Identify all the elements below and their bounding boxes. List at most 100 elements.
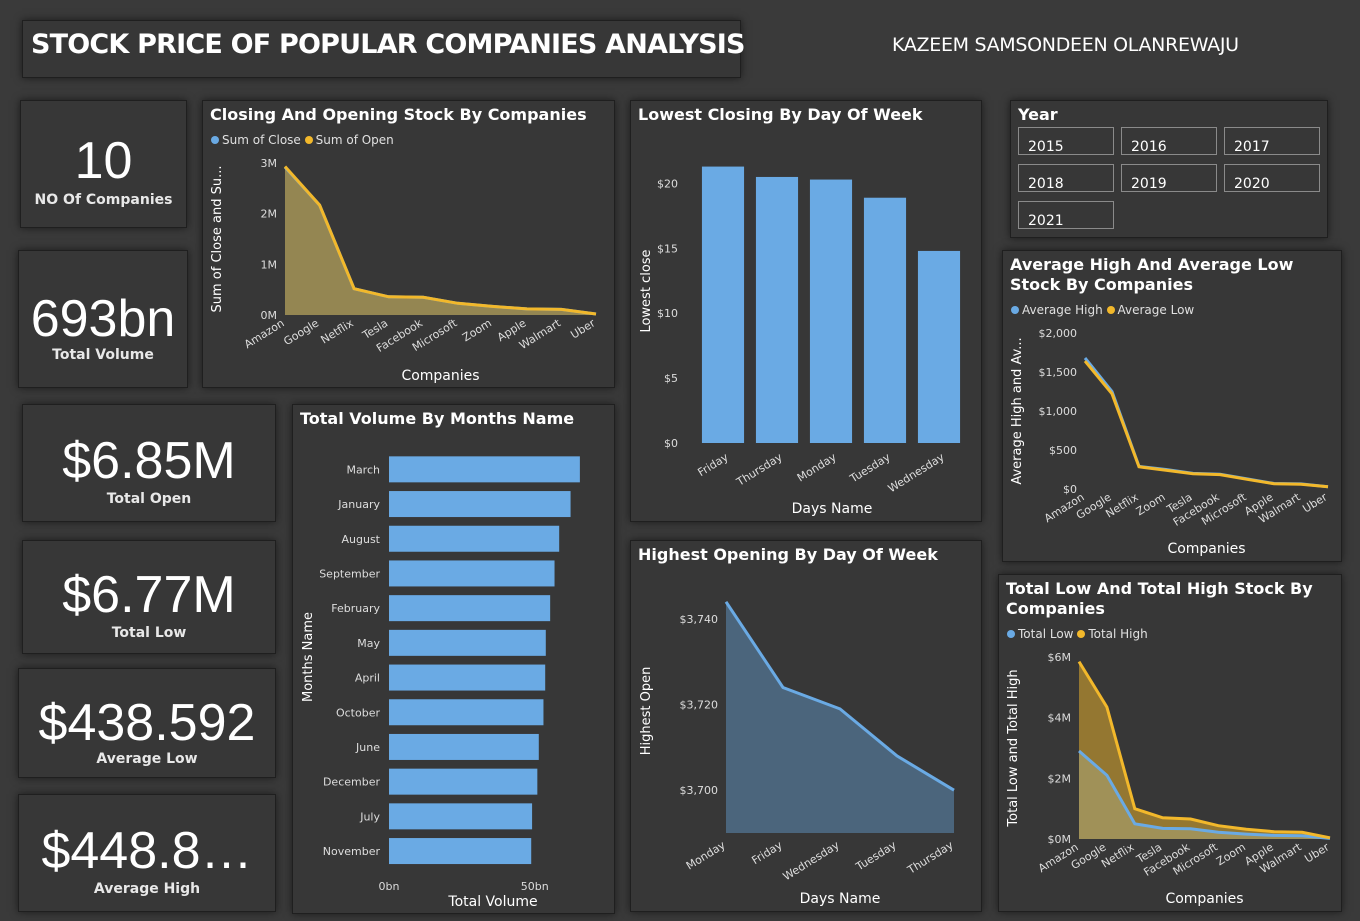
y-tick-label: March xyxy=(346,463,380,476)
bar xyxy=(389,525,560,552)
y-axis-title: Sum of Close and Su... xyxy=(210,166,225,313)
x-tick-label: Friday xyxy=(695,450,731,479)
x-tick-label: 50bn xyxy=(521,880,549,893)
bar xyxy=(701,166,745,443)
chart-title: Closing And Opening Stock By Companies xyxy=(210,105,587,124)
x-tick-label: Wednesday xyxy=(781,838,842,883)
legend-dot-icon xyxy=(1007,630,1015,638)
y-tick-label: $10 xyxy=(657,307,678,320)
year-option-2019[interactable]: 2019 xyxy=(1121,164,1217,192)
legend-dot-icon xyxy=(1077,630,1086,638)
y-axis-title: Lowest close xyxy=(639,249,654,332)
x-tick-label: Zoom xyxy=(1134,491,1168,519)
slicer-title: Year xyxy=(1018,105,1058,124)
y-tick-label: April xyxy=(355,672,380,685)
x-tick-label: Thursday xyxy=(733,450,785,489)
y-tick-label: $2,000 xyxy=(1039,327,1078,340)
y-tick-label: $500 xyxy=(1049,444,1077,457)
chart-volume-months-panel: Total Volume By Months Name March January… xyxy=(292,404,615,914)
year-option-2015[interactable]: 2015 xyxy=(1018,127,1114,155)
kpi-value: 10 xyxy=(74,132,133,190)
bar xyxy=(389,664,546,691)
chart-avg-high-low-panel: Average High And Average Low Stock By Co… xyxy=(1002,250,1342,562)
kpi-value: $448.8… xyxy=(41,822,253,880)
y-tick-label: 2M xyxy=(261,208,278,221)
x-tick-label: Tuesday xyxy=(853,838,899,874)
y-tick-label: $4M xyxy=(1048,712,1072,725)
legend-item-total-high[interactable]: Total High xyxy=(1077,627,1148,641)
y-tick-label: December xyxy=(323,776,381,789)
year-option-2018[interactable]: 2018 xyxy=(1018,164,1114,192)
bar xyxy=(809,179,853,443)
y-axis-title: Total Low and Total High xyxy=(1006,669,1021,827)
kpi-value: 693bn xyxy=(30,290,176,348)
x-tick-label: Monday xyxy=(795,450,839,484)
y-axis-title: Average High and Av... xyxy=(1010,337,1025,484)
year-option-2020[interactable]: 2020 xyxy=(1224,164,1320,192)
x-axis-title: Companies xyxy=(1167,541,1245,557)
x-axis-title: Days Name xyxy=(800,891,881,907)
x-tick-label: Thursday xyxy=(904,838,956,877)
series-line-1 xyxy=(1083,360,1329,489)
kpi-label: Total Open xyxy=(106,491,192,507)
x-axis-title: Days Name xyxy=(792,501,873,517)
legend-item-open[interactable]: Sum of Open xyxy=(304,133,394,147)
bar xyxy=(389,491,571,518)
total-low-high-chart[interactable]: $0M$2M$4M$6MAmazonGoogleNetflixTeslaFace… xyxy=(999,575,1341,911)
y-tick-label: $0 xyxy=(1063,483,1077,496)
legend-item-average-high[interactable]: Average High xyxy=(1011,303,1103,317)
kpi-card-total-volume: 693bn Total Volume xyxy=(18,250,188,388)
bar xyxy=(863,197,907,443)
series-line-1 xyxy=(1077,660,1331,840)
bar xyxy=(389,595,551,622)
year-option-2021[interactable]: 2021 xyxy=(1018,201,1114,229)
kpi-label: Average High xyxy=(93,881,201,897)
x-tick-label: Uber xyxy=(1302,840,1332,865)
y-tick-label: $3,720 xyxy=(680,699,719,712)
x-tick-label: 0bn xyxy=(379,880,400,893)
y-tick-label: October xyxy=(336,706,380,719)
x-axis-title: Companies xyxy=(401,368,479,384)
y-tick-label: $1,000 xyxy=(1039,405,1078,418)
y-tick-label: $0M xyxy=(1048,833,1072,846)
x-tick-label: Netflix xyxy=(1099,840,1137,870)
legend-item-total-low[interactable]: Total Low xyxy=(1007,627,1073,641)
y-tick-label: September xyxy=(319,567,380,580)
title-panel: STOCK PRICE OF POPULAR COMPANIES ANALYSI… xyxy=(22,20,745,78)
lowest-closing-chart[interactable]: $0 $5 $10 $15 $20 Friday Thursday Monday Tuesday… xyxy=(631,101,981,521)
x-tick-label: Netflix xyxy=(318,316,356,346)
chart-legend: Sum of Close Sum of Open xyxy=(211,133,394,147)
series-line-1 xyxy=(283,165,597,316)
dashboard-title: STOCK PRICE OF POPULAR COMPANIES ANALYSI… xyxy=(31,29,745,60)
bar xyxy=(389,733,539,760)
legend-dot-icon xyxy=(304,136,313,144)
year-slicer: Year 2015 2016 2017 2018 2019 2020 2021 xyxy=(1010,100,1328,238)
kpi-label: NO Of Companies xyxy=(34,192,173,208)
x-tick-label: Monday xyxy=(684,838,728,872)
legend-item-close[interactable]: Sum of Close xyxy=(211,133,301,147)
bar xyxy=(389,456,580,483)
series-area-0 xyxy=(285,167,596,315)
avg-high-low-chart[interactable]: $0$500$1,000$1,500$2,000AmazonGoogleNetf… xyxy=(1003,251,1341,561)
volume-months-chart[interactable]: March January August September February May Ap… xyxy=(293,405,614,913)
y-tick-label: July xyxy=(359,810,380,823)
chart-legend: Total Low Total High xyxy=(1007,627,1148,641)
year-option-2016[interactable]: 2016 xyxy=(1121,127,1217,155)
kpi-value: $6.85M xyxy=(62,432,236,490)
y-tick-label: November xyxy=(323,845,381,858)
kpi-card-companies: 10 NO Of Companies xyxy=(20,100,187,228)
series-area-1 xyxy=(285,166,596,315)
y-tick-label: June xyxy=(355,741,380,754)
series-line-0 xyxy=(724,600,955,792)
year-option-2017[interactable]: 2017 xyxy=(1224,127,1320,155)
legend-item-average-low[interactable]: Average Low xyxy=(1106,303,1194,317)
y-tick-label: $6M xyxy=(1048,651,1072,664)
series-area-1 xyxy=(1079,661,1330,839)
kpi-card-average-high: $448.8… Average High xyxy=(18,794,276,912)
chart-title: Highest Opening By Day Of Week xyxy=(638,545,938,564)
y-tick-label: 1M xyxy=(261,258,278,271)
chart-legend: Average High Average Low xyxy=(1011,303,1194,317)
y-tick-label: August xyxy=(342,533,381,546)
